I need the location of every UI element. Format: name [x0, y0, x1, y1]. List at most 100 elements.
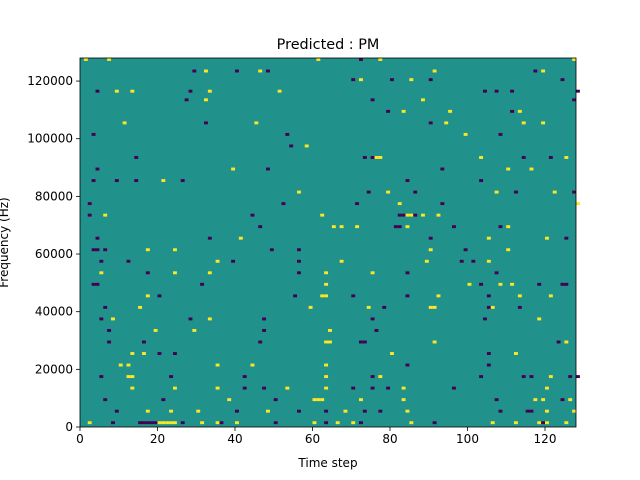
- heatmap-cell: [324, 271, 329, 275]
- heatmap-cell: [471, 259, 476, 263]
- heatmap-cell: [188, 89, 193, 93]
- heatmap-cell: [207, 236, 212, 240]
- heatmap-cell: [386, 109, 391, 113]
- heatmap-cell: [486, 352, 491, 355]
- heatmap-cell: [219, 421, 224, 425]
- heatmap-cell: [297, 409, 301, 413]
- heatmap-cell: [568, 375, 573, 379]
- heatmap-cell: [483, 89, 487, 93]
- heatmap-cell: [227, 398, 232, 402]
- heatmap-cell: [103, 398, 108, 402]
- heatmap-cell: [568, 398, 573, 402]
- heatmap-cell: [463, 248, 468, 252]
- heatmap-cell: [529, 409, 534, 413]
- heatmap-cell: [107, 328, 112, 332]
- heatmap-cell: [486, 236, 491, 240]
- heatmap-cell: [370, 375, 375, 379]
- x-tick-label: 120: [534, 432, 557, 446]
- heatmap-cell: [161, 179, 166, 183]
- heatmap-cell: [393, 225, 398, 229]
- heatmap-cell: [386, 190, 391, 194]
- x-axis: 0 20 40 60 80 100 120: [76, 427, 556, 446]
- heatmap-cell: [180, 179, 185, 183]
- plot-frame: [79, 57, 577, 428]
- heatmap-cell: [99, 271, 104, 275]
- heatmap-cell: [351, 78, 356, 82]
- y-tick-label: 60000: [35, 247, 73, 261]
- heatmap-cell: [564, 340, 569, 344]
- heatmap-cell: [320, 213, 325, 217]
- heatmap-cell: [390, 352, 394, 355]
- heatmap-cell: [138, 421, 143, 425]
- heatmap-cell: [126, 363, 131, 367]
- heatmap-cell: [556, 340, 561, 344]
- heatmap-cell: [452, 225, 456, 229]
- heatmap-cell: [235, 421, 239, 425]
- y-tick-label: 20000: [35, 362, 73, 376]
- heatmap-cell: [87, 213, 92, 217]
- x-axis-label: Time step: [297, 456, 357, 470]
- heatmap-cell: [378, 409, 383, 413]
- x-tick-label: 40: [227, 432, 242, 446]
- heatmap-cell: [436, 294, 441, 298]
- heatmap-cell: [401, 109, 406, 113]
- heatmap-cell: [510, 109, 515, 113]
- heatmap-cell: [405, 363, 410, 367]
- heatmap-cell: [231, 259, 236, 263]
- heatmap-cell: [409, 213, 414, 217]
- heatmap-cell: [521, 121, 526, 125]
- heatmap-cell: [428, 78, 433, 82]
- heatmap-cell: [537, 282, 542, 286]
- heatmap-cell: [432, 421, 437, 425]
- heatmap-cell: [479, 282, 484, 286]
- heatmap-cell: [273, 421, 278, 425]
- heatmap-cell: [572, 58, 577, 61]
- heatmap-cell: [95, 236, 100, 240]
- heatmap-cell: [401, 398, 406, 402]
- heatmap-cell: [281, 202, 286, 206]
- heatmap-cell: [560, 398, 565, 402]
- heatmap-cell: [173, 421, 177, 425]
- heatmap-cell: [490, 421, 495, 425]
- heatmap-cell: [289, 144, 294, 148]
- heatmap-cell: [382, 305, 387, 309]
- heatmap-cell: [297, 248, 301, 252]
- heatmap-cell: [576, 89, 580, 93]
- heatmap-cell: [564, 156, 569, 159]
- heatmap-cell: [130, 375, 135, 379]
- heatmap-cell: [114, 179, 119, 183]
- heatmap-cell: [552, 190, 557, 194]
- heatmap-cell: [157, 421, 162, 425]
- heatmap-cell: [138, 305, 143, 309]
- heatmap-cell: [169, 421, 174, 425]
- heatmap-cell: [207, 317, 212, 321]
- heatmap-cell: [401, 386, 406, 390]
- heatmap-cell: [142, 352, 146, 355]
- heatmap-cell: [149, 421, 154, 425]
- heatmap-cell: [107, 340, 112, 344]
- heatmap-cell: [421, 213, 425, 217]
- heatmap-cell: [134, 179, 139, 183]
- heatmap-cell: [514, 190, 518, 194]
- heatmap-cell: [324, 386, 329, 390]
- heatmap-cell: [95, 89, 100, 93]
- y-axis: 0 20000 40000 60000 80000 100000 120000: [27, 74, 80, 434]
- heatmap-cell: [564, 282, 569, 286]
- heatmap-cell: [359, 398, 363, 402]
- heatmap-cell: [440, 167, 445, 171]
- heatmap-cell: [258, 69, 263, 73]
- heatmap-cell: [328, 340, 332, 344]
- heatmap-cell: [370, 386, 375, 390]
- heatmap-cell: [370, 317, 375, 321]
- heatmap-cell: [537, 421, 542, 425]
- heatmap-cell: [87, 202, 92, 206]
- heatmap-cell: [378, 58, 383, 61]
- chart-title: Predicted : PM: [277, 37, 380, 53]
- heatmap-cell: [351, 294, 356, 298]
- heatmap-cell: [541, 121, 546, 125]
- heatmap-cell: [572, 190, 577, 194]
- heatmap-cell: [207, 89, 212, 93]
- heatmap-cell: [130, 352, 135, 355]
- heatmap-cell: [525, 409, 530, 413]
- heatmap-cell: [432, 69, 437, 73]
